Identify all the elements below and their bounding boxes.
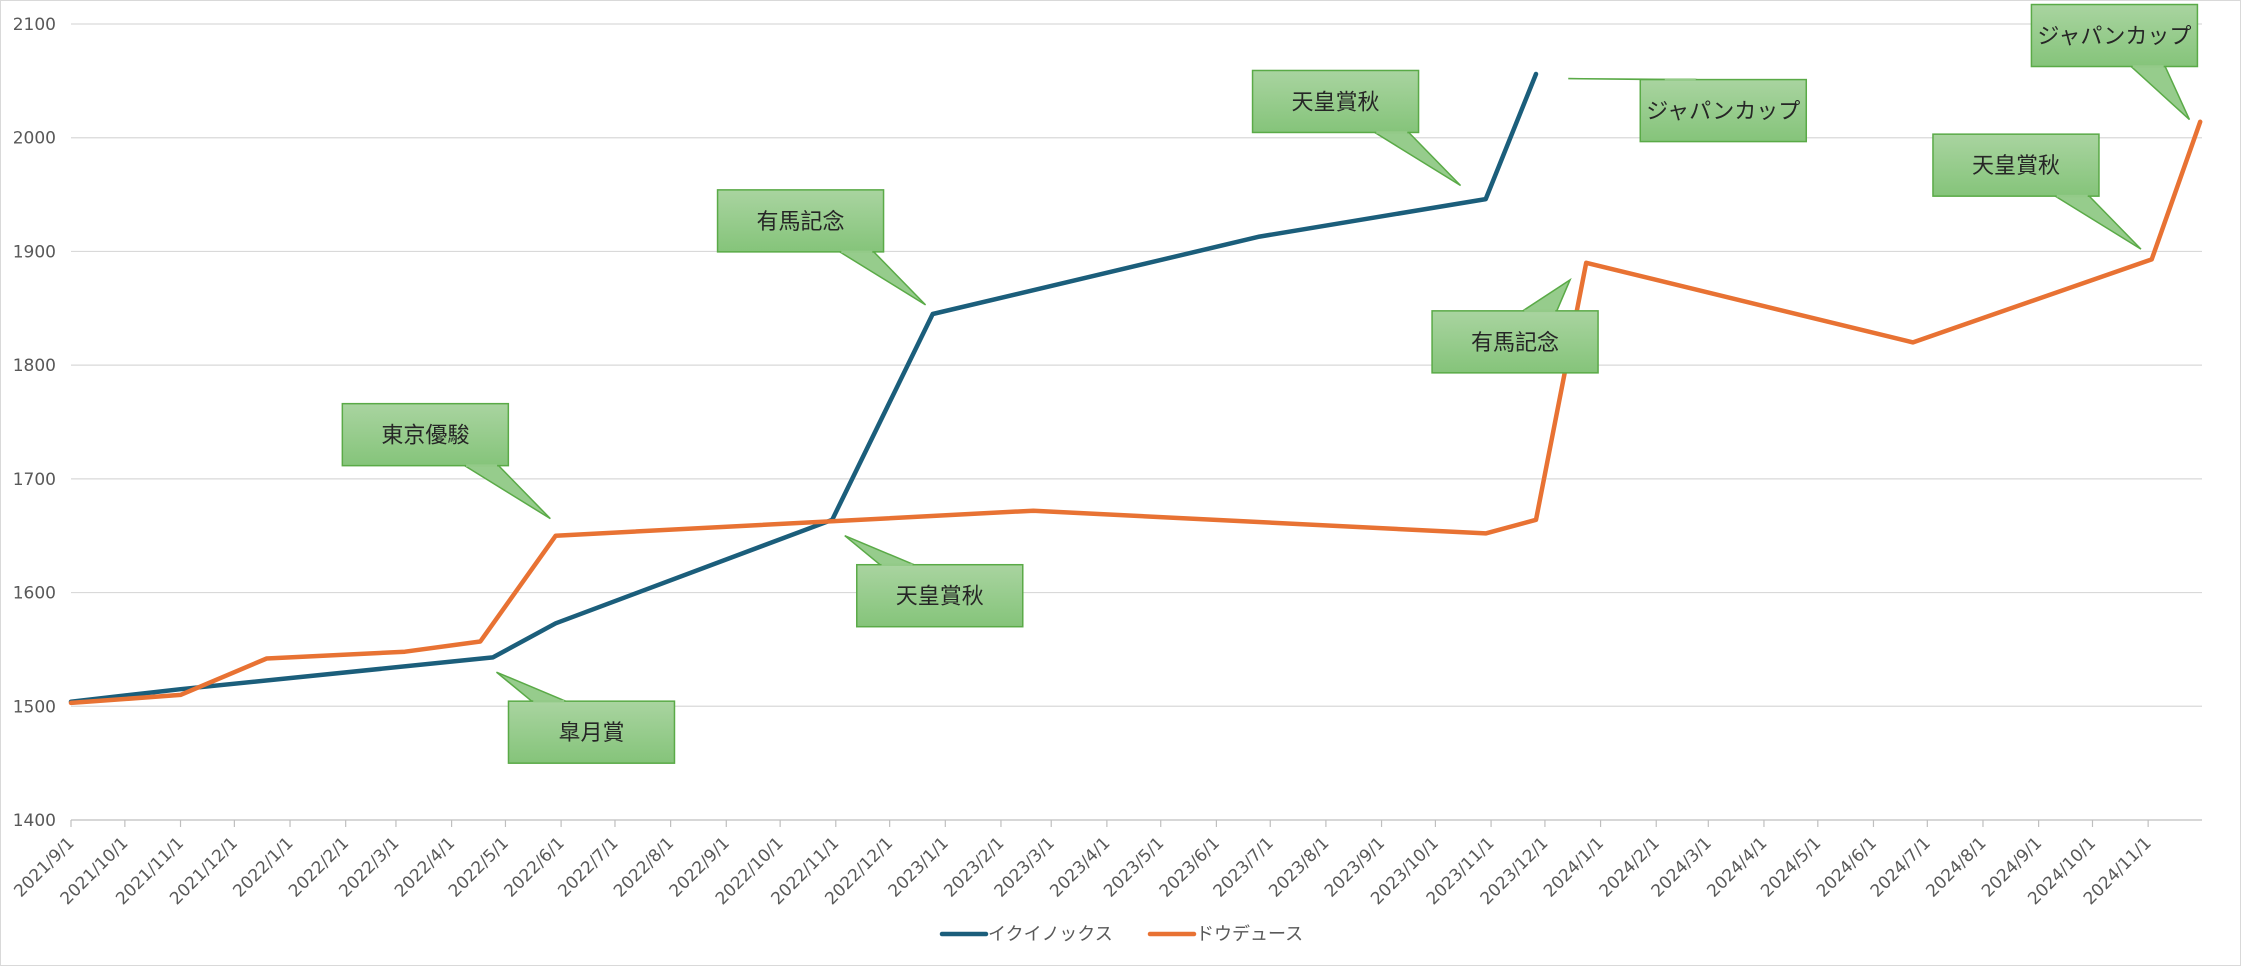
legend-label-2: ドウデュース [1196, 924, 1303, 945]
callout-label: ジャパンカップ [1646, 100, 1800, 125]
callout-box [1431, 310, 1599, 374]
callout: 天皇賞秋 [1932, 133, 2142, 250]
callout-label: 天皇賞秋 [1292, 90, 1380, 115]
callout-label: 天皇賞秋 [1972, 154, 2060, 179]
callout-box [1251, 69, 1420, 134]
callout: 皐月賞 [496, 671, 676, 764]
callout-box [341, 402, 510, 467]
callout-box [1639, 78, 1808, 143]
callout: 天皇賞秋 [844, 535, 1024, 628]
series-lines [68, 71, 2203, 706]
callout-label: 東京優駿 [381, 424, 469, 449]
x-tick-label: 2022/8/1 [610, 833, 678, 901]
callout-box [856, 563, 1024, 628]
callout: 天皇賞秋 [1251, 69, 1462, 187]
callout-pointer [1520, 277, 1572, 312]
y-tick-label: 1800 [13, 356, 56, 376]
series-line-2 [68, 119, 2203, 706]
y-axis: 1400 1500 1600 1700 1800 1900 2000 2100 [13, 15, 56, 831]
x-axis: 2021/9/12021/10/12021/11/12021/12/12022/… [10, 820, 2156, 909]
y-tick-label: 1400 [13, 811, 56, 831]
y-tick-label: 2100 [13, 15, 56, 35]
callout-box [2030, 3, 2199, 68]
callout-box [507, 700, 676, 764]
y-tick-label: 1500 [13, 697, 56, 717]
y-tick-label: 1900 [13, 242, 56, 262]
callout-pointer [844, 535, 915, 566]
callout-pointer [1372, 131, 1462, 187]
callout-label: 有馬記念 [757, 210, 845, 235]
callout-pointer [837, 251, 927, 306]
callout: 有馬記念 [716, 189, 927, 306]
legend-label-1: イクイノックス [988, 924, 1113, 945]
x-tick-label: 2024/8/1 [1922, 833, 1990, 901]
callout-box [716, 189, 885, 253]
callout: 東京優駿 [341, 402, 551, 520]
callout: ジャパンカップ [1568, 77, 1808, 143]
callout-label: 有馬記念 [1471, 331, 1559, 356]
x-tick-label: 2023/8/1 [1265, 833, 1333, 901]
callout-pointer [461, 464, 551, 520]
callout: 有馬記念 [1431, 277, 1599, 374]
x-tick-label: 2022/1/1 [229, 833, 297, 901]
x-tick-label: 2023/1/1 [885, 833, 953, 901]
series-line-1 [68, 71, 1539, 704]
legend: イクイノックス ドウデュース [939, 924, 1303, 945]
annotations: 東京優駿皐月賞天皇賞秋有馬記念天皇賞秋有馬記念ジャパンカップ天皇賞秋ジャパンカッ… [341, 3, 2199, 764]
callout-label: ジャパンカップ [2037, 25, 2191, 50]
y-tick-label: 1600 [13, 584, 56, 604]
callout-label: 皐月賞 [558, 721, 624, 746]
callout: ジャパンカップ [2030, 3, 2199, 121]
callout-label: 天皇賞秋 [896, 585, 984, 610]
y-tick-label: 2000 [13, 129, 56, 149]
callout-pointer [496, 671, 567, 702]
callout-pointer [2052, 195, 2142, 250]
y-tick-label: 1700 [13, 470, 56, 490]
callout-box [1932, 133, 2100, 197]
gridlines [71, 23, 2202, 821]
callout-pointer [2129, 65, 2191, 121]
x-tick-label: 2024/1/1 [1540, 833, 1608, 901]
